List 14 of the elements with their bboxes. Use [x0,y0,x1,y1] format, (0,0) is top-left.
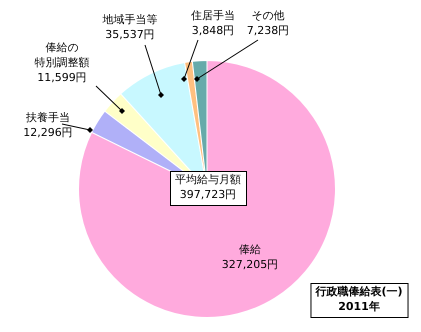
slice-label: 俸給 [239,242,261,256]
slice-label: 地域手当等 [102,12,158,26]
slice-label: 住居手当 [191,8,235,22]
text: 平均給与月額 397,723円 [175,172,241,201]
text: 行政職俸給表(一) 2011年 [314,284,403,313]
data-label: 7,238円 [246,24,290,37]
data-label: 11,599円 [37,70,87,84]
slice-label: 扶養手当 [25,110,70,124]
data-label: 12,296円 [23,126,73,139]
data-label: 35,537円 [105,28,155,41]
slice-label: 俸給の特別調整額 [34,40,90,69]
data-label: 327,205円 [222,258,278,271]
slice-label: その他 [252,8,284,22]
data-label: 3,848円 [192,24,234,37]
